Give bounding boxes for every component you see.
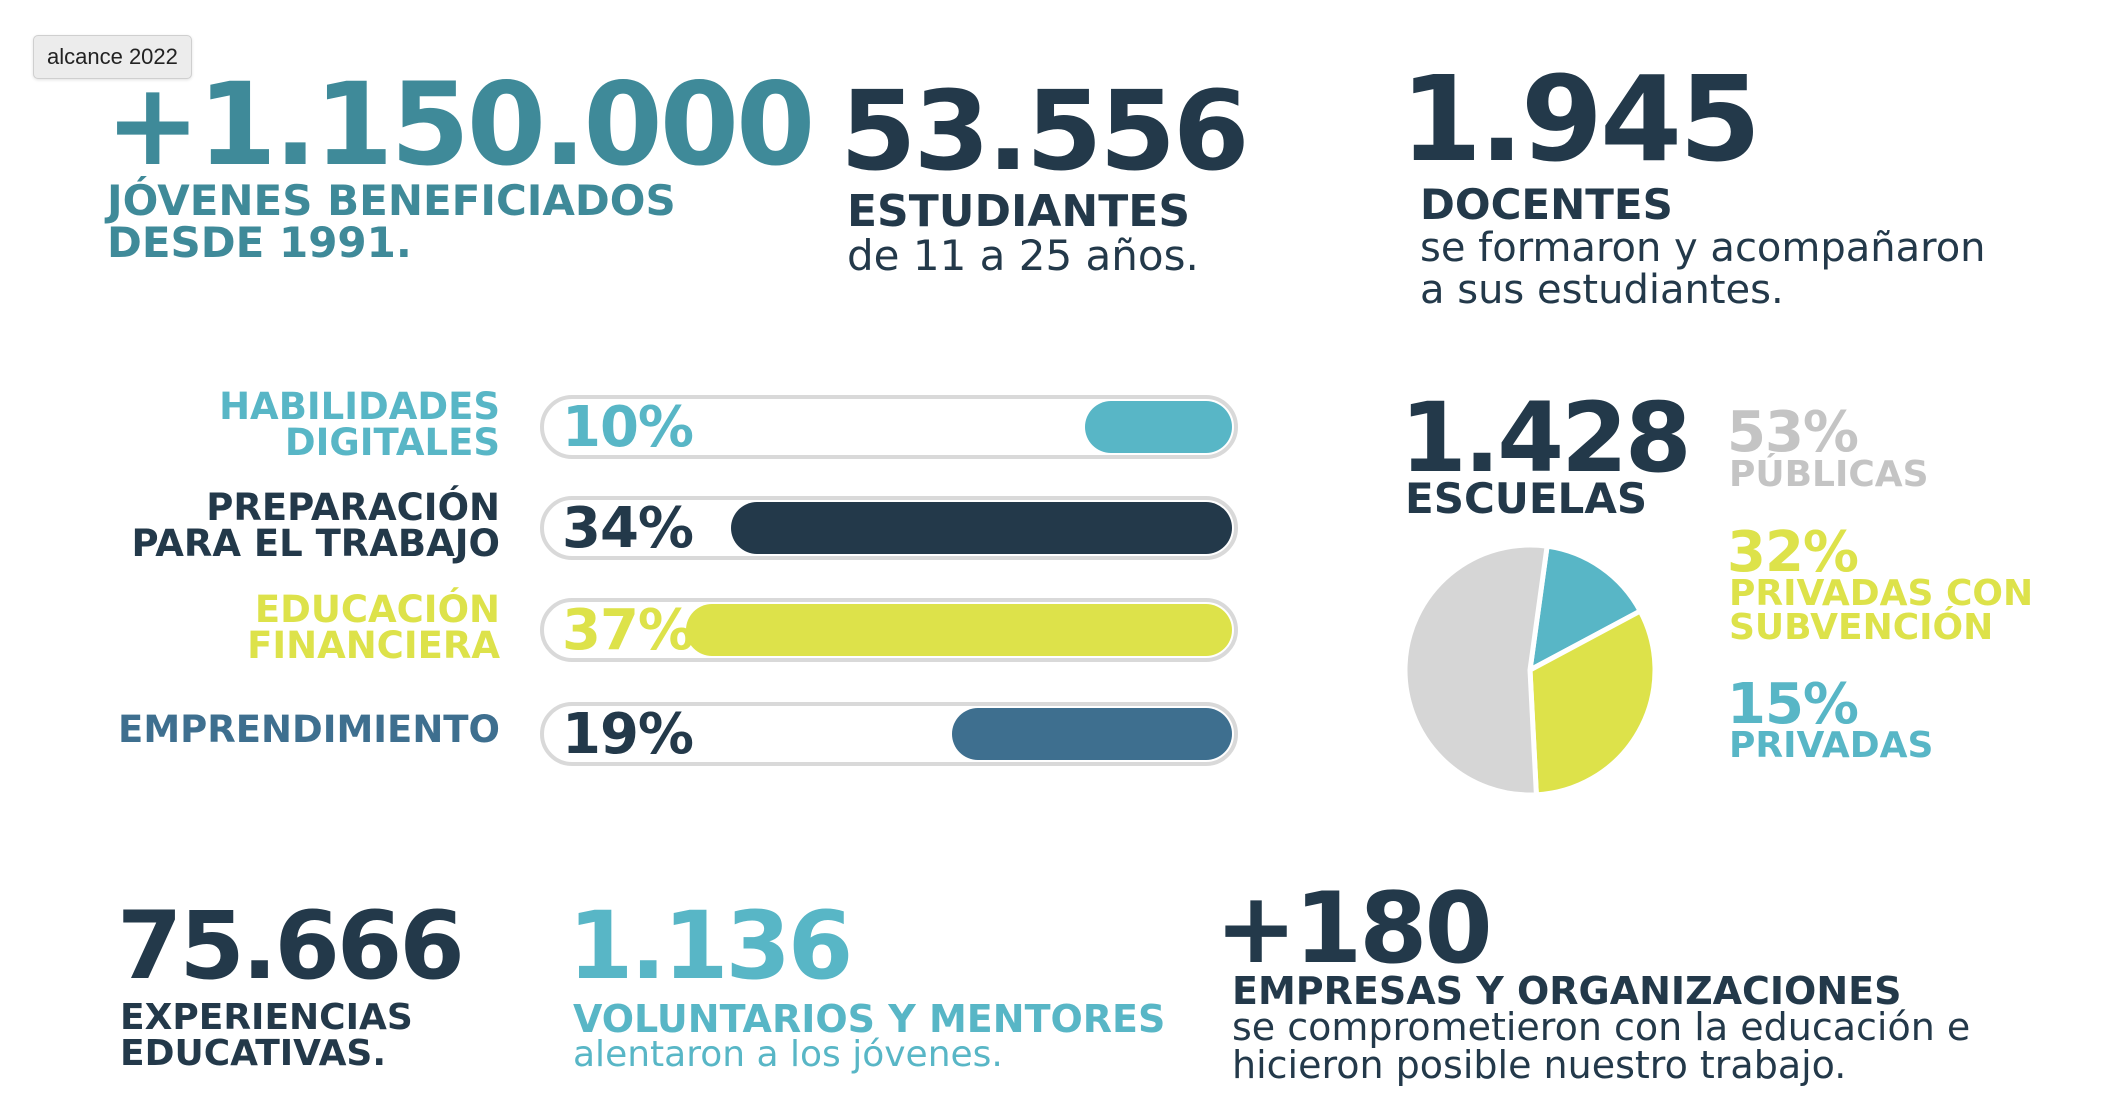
bar-fill [1085, 401, 1232, 453]
legend-publicas-pct: 53% [1727, 400, 1859, 465]
experiencias-label-2: EDUCATIVAS. [120, 1033, 387, 1074]
pie-slice [1402, 542, 1550, 798]
legend-privadas-pct: 15% [1727, 672, 1859, 737]
bar-fill [686, 604, 1232, 656]
voluntarios-number: 1.136 [568, 892, 853, 1001]
docentes-number: 1.945 [1400, 50, 1761, 188]
bar-category-label-line: EDUCACIÓN [254, 588, 500, 631]
bar-category-label-line: HABILIDADES [219, 385, 500, 428]
schools-pie-chart [1402, 542, 1658, 798]
legend-privadas-subvencion-pct: 32% [1727, 520, 1859, 585]
voluntarios-label: VOLUNTARIOS Y MENTORES [573, 997, 1166, 1041]
experiencias-number: 75.666 [117, 892, 465, 1001]
docentes-label: DOCENTES [1420, 180, 1673, 229]
empresas-label: EMPRESAS Y ORGANIZACIONES [1232, 969, 1902, 1013]
bar-value-label: 10% [562, 395, 694, 459]
legend-privadas-subvencion-name-1: PRIVADAS CON [1729, 573, 2034, 614]
legend-privadas-subvencion-name-2: SUBVENCIÓN [1729, 607, 1994, 648]
estudiantes-label: ESTUDIANTES [847, 186, 1191, 237]
bar-category-label-line: DIGITALES [284, 420, 500, 464]
pie-slice [1526, 543, 1644, 675]
experiencias-label-1: EXPERIENCIAS [120, 997, 413, 1038]
bar-category-label-line: PREPARACIÓN [206, 486, 500, 529]
jovenes-label-2: DESDE 1991. [107, 218, 412, 267]
empresas-number: +180 [1215, 872, 1493, 986]
bar-value-label: 19% [562, 702, 694, 766]
bar-value-label: 34% [562, 496, 694, 560]
chart-title-tooltip: alcance 2022 [33, 35, 192, 79]
jovenes-number: +1.150.000 [105, 58, 815, 191]
bar-value-label: 37% [562, 598, 694, 662]
bar-category-label: EMPRENDIMIENTO [118, 708, 500, 751]
empresas-desc-2: hicieron posible nuestro trabajo. [1232, 1043, 1847, 1087]
voluntarios-desc: alentaron a los jóvenes. [573, 1034, 1003, 1075]
legend-privadas-name: PRIVADAS [1729, 725, 1934, 766]
bar-category-label: PREPARACIÓN PARA EL TRABAJO [131, 486, 500, 565]
legend-publicas-name: PÚBLICAS [1729, 454, 1929, 495]
bar-category-label-line: PARA EL TRABAJO [131, 521, 500, 565]
bar-track: 10% [540, 395, 1238, 459]
bar-category-label: EDUCACIÓN FINANCIERA [247, 588, 500, 667]
bar-track: 34% [540, 496, 1238, 560]
bar-category-label: HABILIDADES DIGITALES [219, 385, 500, 464]
bar-track: 19% [540, 702, 1238, 766]
bar-category-label-line: EMPRENDIMIENTO [118, 708, 500, 751]
bar-fill [952, 708, 1232, 760]
escuelas-label: ESCUELAS [1405, 474, 1648, 523]
bar-fill [731, 502, 1232, 554]
empresas-desc-1: se comprometieron con la educación e [1232, 1005, 1971, 1049]
estudiantes-number: 53.556 [840, 67, 1249, 195]
bar-category-label-line: FINANCIERA [247, 623, 500, 667]
docentes-desc-1: se formaron y acompañaron [1420, 225, 1986, 271]
estudiantes-desc: de 11 a 25 años. [847, 231, 1199, 280]
escuelas-number: 1.428 [1400, 382, 1692, 494]
bar-track: 37% [540, 598, 1238, 662]
pie-slice [1527, 607, 1658, 798]
jovenes-label-1: JÓVENES BENEFICIADOS [107, 176, 676, 225]
docentes-desc-2: a sus estudiantes. [1420, 267, 1784, 313]
